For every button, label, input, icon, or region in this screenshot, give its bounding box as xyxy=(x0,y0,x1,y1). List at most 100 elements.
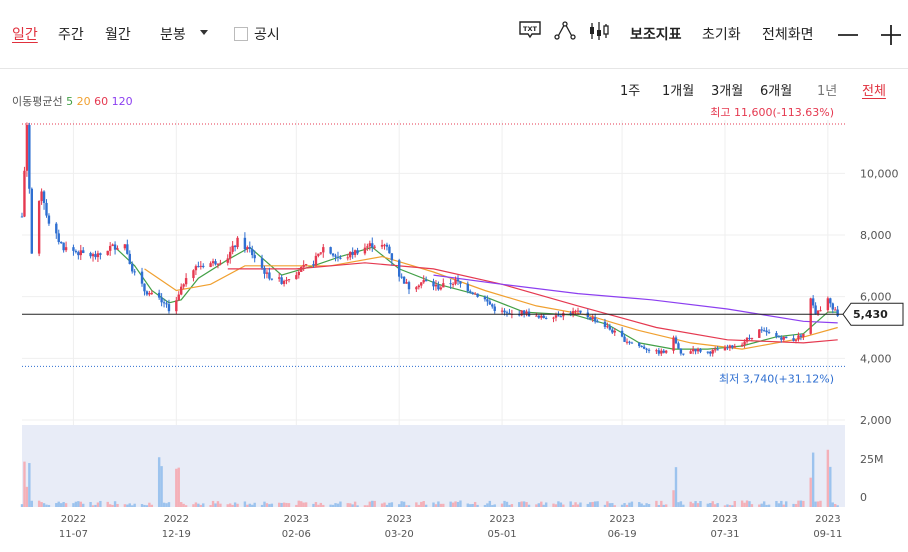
x-tick-date: 11-07 xyxy=(59,529,88,540)
candle-body xyxy=(380,244,384,247)
candle-body xyxy=(762,330,766,332)
volume-bar xyxy=(248,503,251,507)
current-price-label: 5,430 xyxy=(853,308,888,321)
tab-weekly[interactable]: 주간 xyxy=(58,27,84,43)
candle-body xyxy=(505,312,509,314)
candle-body xyxy=(371,243,374,248)
reset-button[interactable]: 초기화 xyxy=(702,27,741,43)
volume-bar xyxy=(287,503,291,507)
volume-bar xyxy=(265,503,269,507)
volume-bar xyxy=(226,504,229,507)
period-6m[interactable]: 6개월 xyxy=(760,84,793,99)
volume-bar xyxy=(319,502,323,507)
volume-bar xyxy=(596,501,599,507)
candle-body xyxy=(312,264,315,266)
candle-body xyxy=(466,283,469,292)
volume-bar xyxy=(116,503,119,507)
volume-bar xyxy=(642,505,646,507)
candle-body xyxy=(520,310,523,316)
candle-body xyxy=(780,337,783,340)
volume-bar xyxy=(745,500,749,507)
candle-body xyxy=(180,286,183,295)
volume-bar xyxy=(554,504,558,507)
candle-body xyxy=(508,313,511,315)
drawing-tool-icon[interactable] xyxy=(553,20,577,42)
candle-body xyxy=(792,338,795,341)
disclosure-checkbox[interactable] xyxy=(234,27,248,41)
x-tick-year: 2023 xyxy=(815,514,840,525)
candle-body xyxy=(314,255,318,266)
period-1w[interactable]: 1주 xyxy=(620,84,641,99)
volume-bar xyxy=(579,502,582,507)
candle-body xyxy=(552,317,555,319)
volume-bar xyxy=(520,501,523,507)
volume-bar xyxy=(177,467,180,507)
volume-bar xyxy=(760,503,763,507)
candle-body xyxy=(140,271,144,284)
candle-body xyxy=(434,284,438,287)
volume-bar xyxy=(603,504,607,507)
candle-body xyxy=(62,242,65,251)
candle-body xyxy=(300,266,303,272)
period-all[interactable]: 전체 xyxy=(862,84,886,99)
candle-body xyxy=(111,244,114,246)
zoom-out-icon[interactable] xyxy=(837,24,859,46)
volume-bar xyxy=(473,501,477,507)
tab-minute[interactable]: 분봉 xyxy=(160,27,186,43)
volume-bar xyxy=(571,504,575,507)
candle-body xyxy=(459,281,462,284)
fullscreen-button[interactable]: 전체화면 xyxy=(762,27,814,43)
disclosure-label[interactable]: 공시 xyxy=(254,27,280,43)
volume-bar xyxy=(165,503,168,507)
volume-bar xyxy=(439,503,443,507)
candle-body xyxy=(420,282,423,286)
volume-bar xyxy=(216,501,220,507)
zoom-in-icon[interactable] xyxy=(880,24,902,46)
volume-bar xyxy=(349,503,352,507)
candle-body xyxy=(160,297,163,303)
indicator-button[interactable]: 보조지표 xyxy=(630,27,682,43)
tab-monthly[interactable]: 월간 xyxy=(105,27,131,43)
volume-bar xyxy=(694,501,697,507)
period-1m[interactable]: 1개월 xyxy=(662,84,695,99)
candle-body xyxy=(388,246,391,254)
volume-bar xyxy=(525,502,528,507)
volume-bar xyxy=(99,500,102,507)
volume-bar xyxy=(542,504,545,507)
volume-bar xyxy=(407,505,411,507)
candle-body xyxy=(246,247,249,250)
candle-body xyxy=(451,283,455,285)
volume-bar xyxy=(733,500,736,507)
candle-body xyxy=(493,306,496,311)
candle-body xyxy=(422,280,425,283)
candle-body xyxy=(319,252,323,254)
candle-body xyxy=(407,282,411,290)
volume-bar xyxy=(346,503,349,507)
candle-body xyxy=(682,353,685,355)
volume-bar xyxy=(312,503,315,507)
volume-bar xyxy=(59,503,63,507)
volume-bar xyxy=(322,504,325,507)
txt-icon[interactable]: TXT xyxy=(519,20,541,40)
period-1y[interactable]: 1년 xyxy=(817,84,838,99)
y-tick-label: 4,000 xyxy=(860,352,892,365)
candle-body xyxy=(645,348,648,350)
volume-bar xyxy=(657,505,661,507)
candle-body xyxy=(608,326,612,330)
volume-bar xyxy=(762,501,766,507)
period-3m[interactable]: 3개월 xyxy=(711,84,744,99)
volume-bar xyxy=(476,504,479,507)
tab-daily[interactable]: 일간 xyxy=(12,27,38,43)
candle-body xyxy=(628,341,631,343)
candle-body xyxy=(202,265,205,267)
chevron-down-icon[interactable] xyxy=(200,30,208,35)
candle-body xyxy=(363,247,367,254)
candle-type-icon[interactable] xyxy=(588,20,610,42)
chart-toolbar: 일간 주간 월간 분봉 공시 TXT 보조지표 초기화 전체화면 xyxy=(0,0,908,69)
volume-bar xyxy=(331,504,335,507)
candle-body xyxy=(767,332,771,334)
candle-body xyxy=(317,253,320,256)
candle-body xyxy=(611,329,614,333)
ma60-label: 60 xyxy=(94,95,109,108)
